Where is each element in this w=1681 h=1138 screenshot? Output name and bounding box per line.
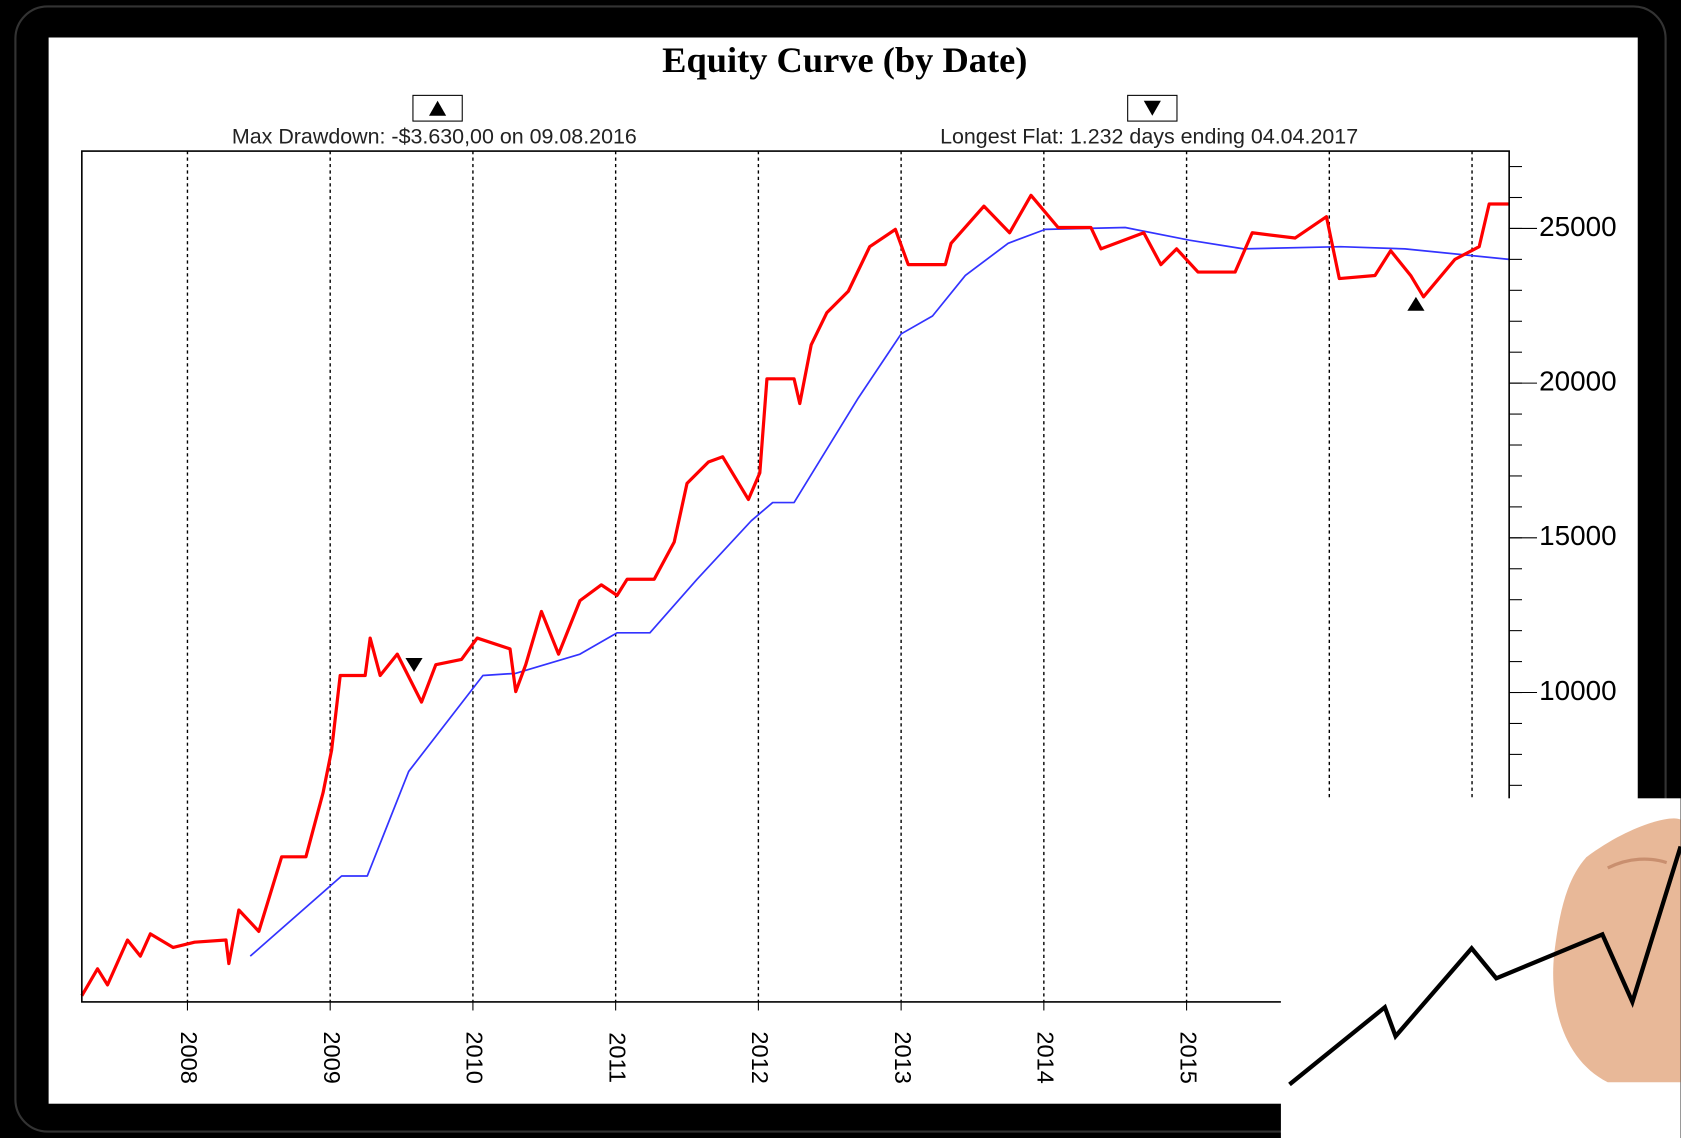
y-tick-label: 20000: [1539, 365, 1616, 396]
x-tick-label: 2015: [1175, 1031, 1201, 1083]
x-tick-label: 2011: [604, 1032, 630, 1083]
y-tick-label: 10000: [1539, 675, 1616, 706]
y-tick-label: 25000: [1539, 211, 1616, 242]
x-tick-label: 2013: [890, 1031, 916, 1083]
x-tick-label: 2012: [747, 1031, 773, 1083]
chart: Equity Curve (by Date) Max Drawdown: -$3…: [0, 0, 1681, 1138]
chart-title: Equity Curve (by Date): [662, 40, 1027, 80]
annotation: Longest Flat: 1.232 days ending 04.04.20…: [940, 125, 1358, 149]
annotation: Max Drawdown: -$3.630,00 on 09.08.2016: [232, 125, 637, 149]
x-tick-label: 2008: [176, 1031, 202, 1083]
x-tick-label: 2014: [1033, 1031, 1059, 1083]
overlay-image: [1281, 798, 1681, 1138]
y-tick-label: 15000: [1539, 520, 1616, 551]
x-tick-label: 2010: [462, 1031, 488, 1083]
x-tick-label: 2009: [319, 1031, 345, 1083]
